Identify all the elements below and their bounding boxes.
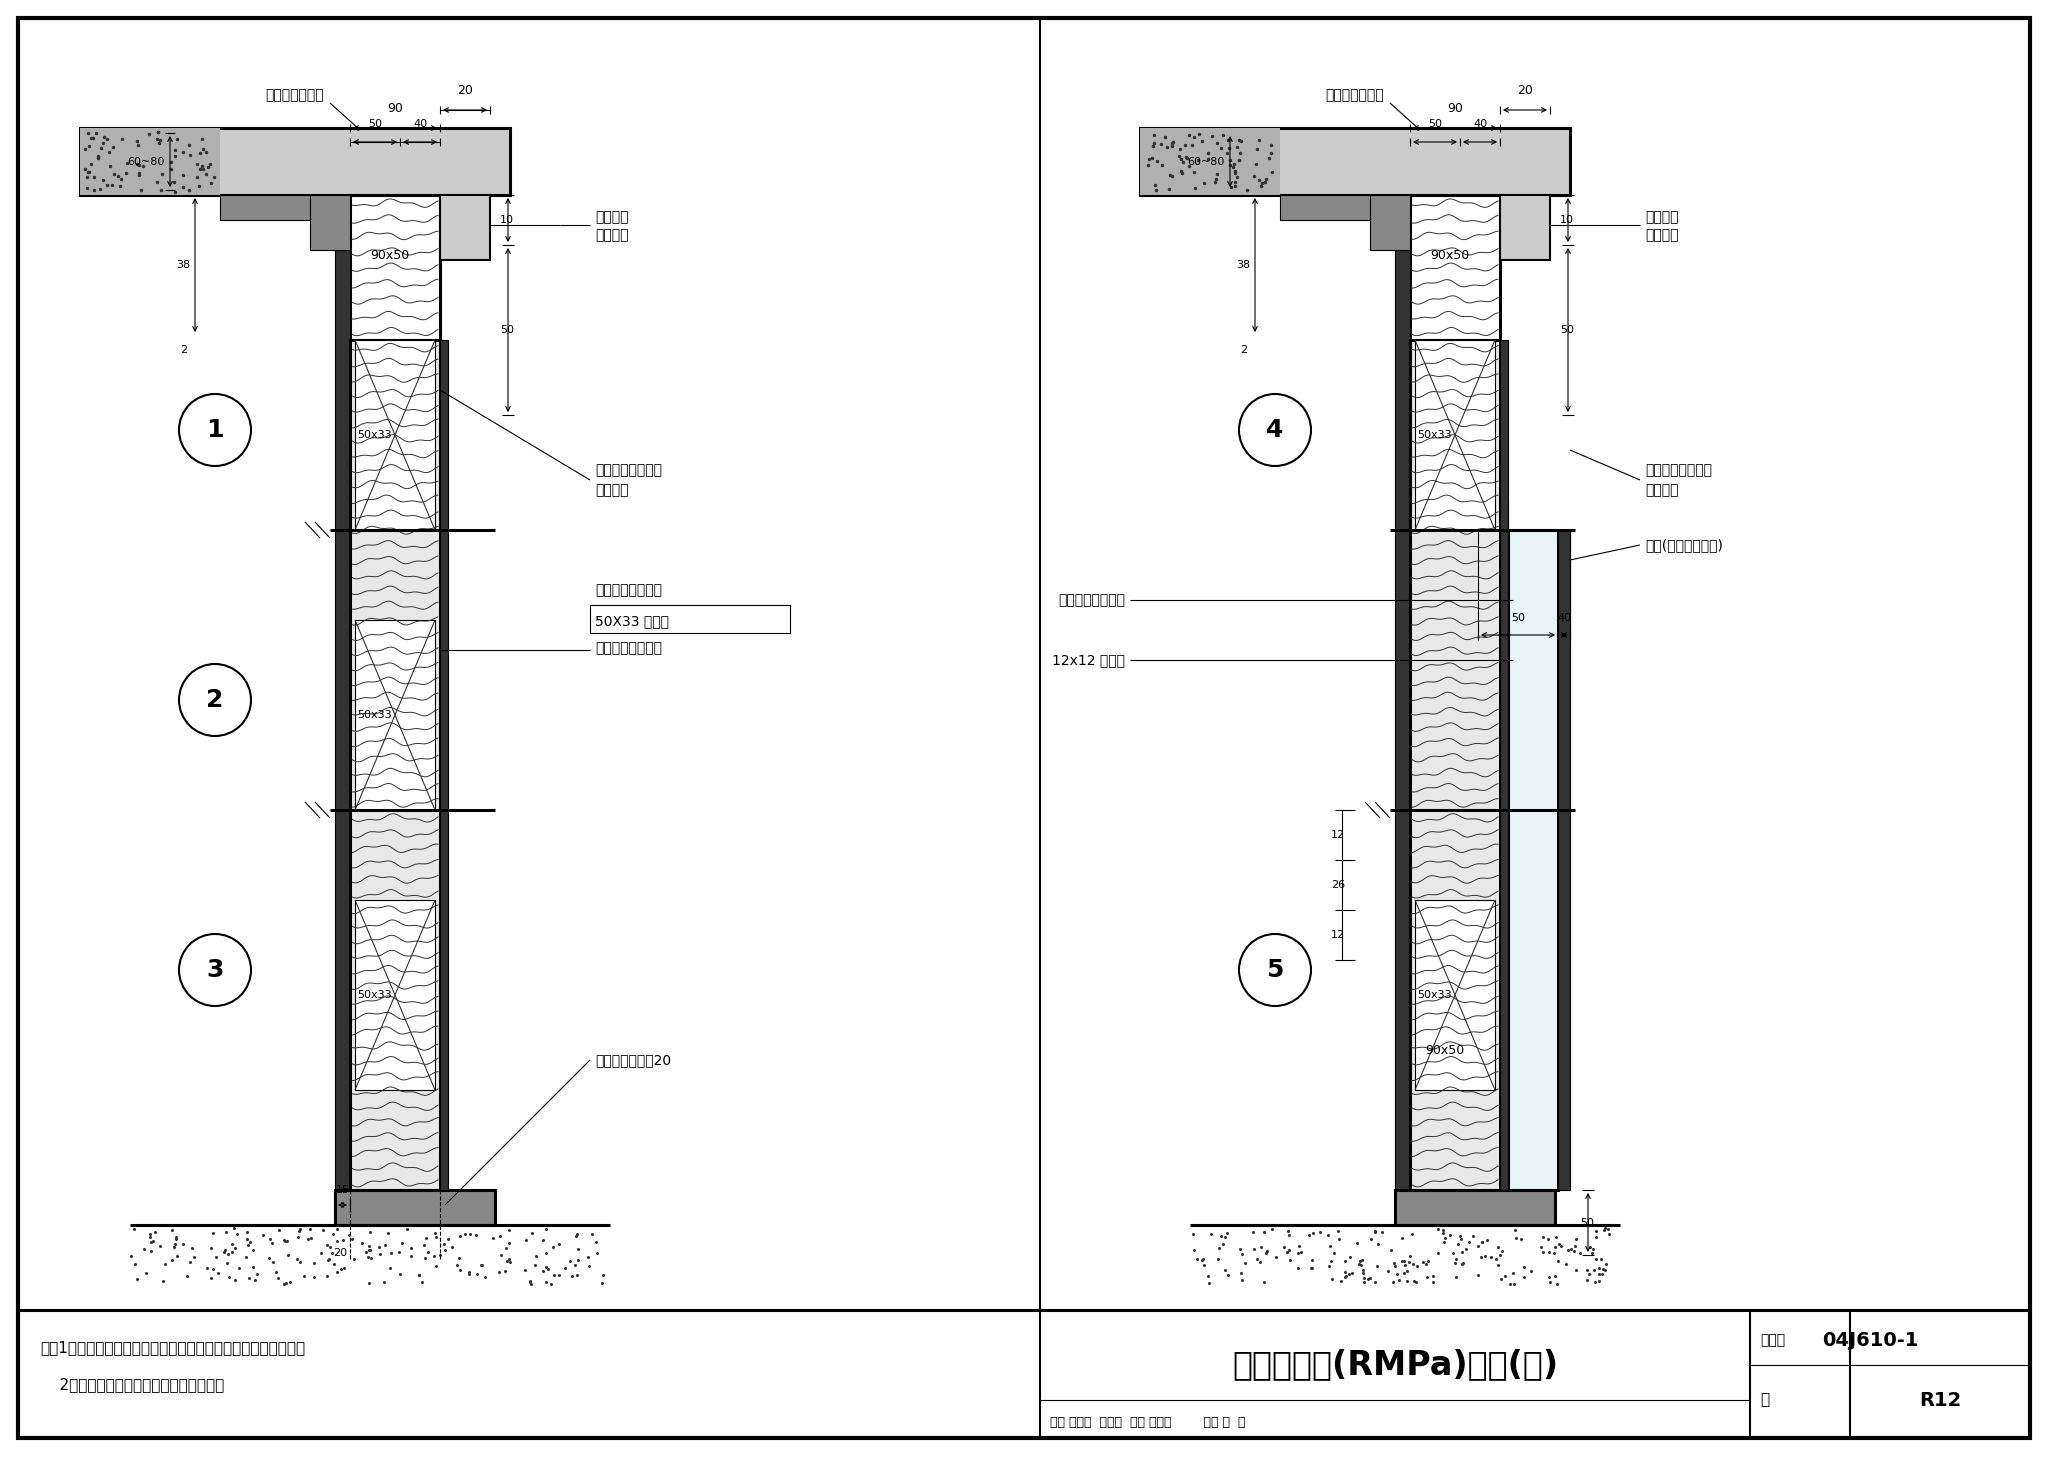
Bar: [350, 196, 440, 340]
Text: 50: 50: [1579, 1217, 1593, 1227]
Text: 50: 50: [1427, 120, 1442, 128]
Text: 50: 50: [1561, 325, 1575, 336]
Text: 90: 90: [1448, 102, 1462, 115]
Text: 10: 10: [500, 214, 514, 225]
Bar: [1409, 196, 1499, 340]
Bar: [350, 340, 440, 1191]
Text: 防护墙体: 防护墙体: [596, 210, 629, 225]
Text: 40: 40: [414, 120, 428, 128]
Text: 12: 12: [1331, 830, 1346, 840]
Text: 项目设计: 项目设计: [596, 228, 629, 242]
Text: 10: 10: [1561, 214, 1575, 225]
Text: 40: 40: [1556, 613, 1571, 623]
Text: 20: 20: [334, 1247, 346, 1258]
Bar: [440, 196, 489, 260]
Text: 12: 12: [1331, 929, 1346, 940]
Bar: [1409, 340, 1499, 1191]
Text: 2: 2: [1239, 344, 1247, 355]
Bar: [1559, 530, 1571, 1191]
Text: 26: 26: [1331, 880, 1346, 890]
Text: 60~80: 60~80: [127, 156, 166, 166]
Text: R12: R12: [1919, 1390, 1962, 1409]
Text: 90: 90: [387, 102, 403, 115]
Text: 双面木质铝复合板: 双面木质铝复合板: [1059, 592, 1124, 607]
Text: 4: 4: [1266, 417, 1284, 442]
Text: 50x33: 50x33: [358, 430, 393, 441]
Text: 50x33: 50x33: [358, 711, 393, 719]
Text: 玻璃(厚度项目确定): 玻璃(厚度项目确定): [1645, 538, 1722, 552]
Circle shape: [178, 394, 252, 465]
Text: 防护门框: 防护门框: [1645, 483, 1679, 498]
Text: 90x50: 90x50: [1425, 1043, 1464, 1056]
Text: 2: 2: [207, 689, 223, 712]
Bar: [354, 620, 434, 810]
Text: 50: 50: [1511, 613, 1526, 623]
Bar: [1141, 128, 1280, 196]
Bar: [354, 900, 434, 1090]
Bar: [1280, 196, 1409, 220]
Circle shape: [1239, 394, 1311, 465]
Bar: [336, 196, 350, 1191]
Text: 1: 1: [207, 417, 223, 442]
Text: 90x50: 90x50: [1430, 248, 1468, 261]
Text: 页: 页: [1759, 1392, 1769, 1408]
Bar: [309, 196, 350, 249]
Text: 15: 15: [336, 1185, 350, 1195]
Text: 50x33: 50x33: [1417, 430, 1452, 441]
Text: 2: 2: [180, 344, 186, 355]
Text: 50: 50: [500, 325, 514, 336]
Circle shape: [178, 664, 252, 735]
Circle shape: [178, 934, 252, 1007]
Circle shape: [1239, 934, 1311, 1007]
Text: 20: 20: [457, 85, 473, 96]
Text: 04J610-1: 04J610-1: [1823, 1331, 1919, 1350]
Text: 50x33: 50x33: [358, 991, 393, 999]
Text: 审核 王祖光  主力光  校对 李正刚        设计 洪  森: 审核 王祖光 主力光 校对 李正刚 设计 洪 森: [1051, 1417, 1245, 1430]
Text: 3: 3: [207, 959, 223, 982]
Text: 90x50: 90x50: [371, 248, 410, 261]
Text: 木质平开门(RMPa)详图(二): 木质平开门(RMPa)详图(二): [1233, 1348, 1559, 1382]
Text: 50X33 木龙骨: 50X33 木龙骨: [596, 614, 670, 627]
Text: 5: 5: [1266, 959, 1284, 982]
Bar: [1395, 196, 1409, 1191]
Bar: [440, 340, 449, 1191]
Bar: [354, 340, 434, 530]
Bar: [1415, 340, 1495, 530]
Text: 单面木质铝复合板: 单面木质铝复合板: [596, 584, 662, 597]
Bar: [80, 128, 510, 196]
Text: 项目设计: 项目设计: [1645, 228, 1679, 242]
Bar: [336, 1191, 496, 1226]
Text: 2、木贴脸线型大小也可由项目设计定。: 2、木贴脸线型大小也可由项目设计定。: [41, 1377, 223, 1392]
Text: 60~80: 60~80: [1188, 156, 1225, 166]
Text: 单面木质铝复合板: 单面木质铝复合板: [1645, 463, 1712, 477]
Text: 图集号: 图集号: [1759, 1334, 1786, 1347]
Text: 单面木质铝复合板: 单面木质铝复合板: [596, 463, 662, 477]
Text: 40: 40: [1473, 120, 1487, 128]
Text: 门框埋入楼地面20: 门框埋入楼地面20: [596, 1053, 672, 1067]
Text: 注：1、室内防射线墙面与门槛连接处的铅板应对接，不留缝隙。: 注：1、室内防射线墙面与门槛连接处的铅板应对接，不留缝隙。: [41, 1341, 305, 1355]
Bar: [1370, 196, 1409, 249]
Text: 12x12 木压条: 12x12 木压条: [1053, 654, 1124, 667]
Bar: [1499, 340, 1507, 1191]
Bar: [219, 196, 350, 220]
Bar: [1395, 1191, 1554, 1226]
Bar: [80, 128, 219, 196]
Text: 20: 20: [1518, 85, 1534, 96]
Bar: [1415, 900, 1495, 1090]
Text: 50x33: 50x33: [1417, 991, 1452, 999]
Text: 38: 38: [176, 260, 190, 270]
Text: 木贴脸下压铅板: 木贴脸下压铅板: [1325, 88, 1384, 102]
Text: 防护门框: 防护门框: [596, 483, 629, 498]
Bar: [1499, 196, 1550, 260]
Text: 木贴脸下压铅板: 木贴脸下压铅板: [264, 88, 324, 102]
Text: 38: 38: [1235, 260, 1249, 270]
Text: 50: 50: [369, 120, 383, 128]
Text: 单面木质铝复合板: 单面木质铝复合板: [596, 641, 662, 655]
Bar: [1141, 128, 1571, 196]
Bar: [1507, 530, 1559, 1191]
Bar: [590, 605, 791, 633]
Text: 防护墙体: 防护墙体: [1645, 210, 1679, 225]
